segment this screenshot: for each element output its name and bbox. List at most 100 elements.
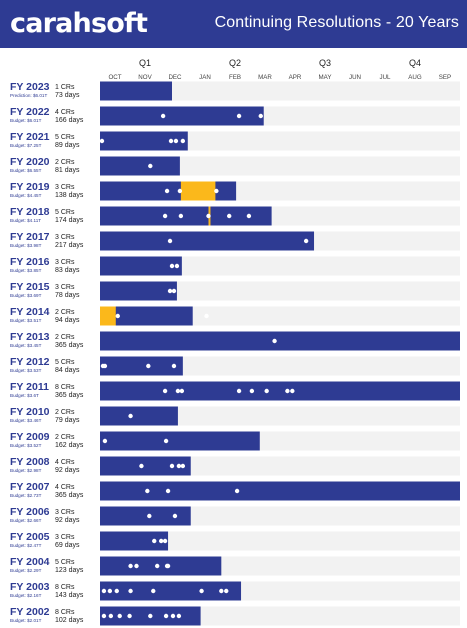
budget-label: Budget: $2.01T — [10, 618, 42, 623]
cr-dot — [174, 263, 180, 269]
cr-dot — [165, 563, 171, 569]
month-label: APR — [289, 74, 302, 81]
cr-bar — [100, 281, 177, 301]
budget-label: Budget: $3.69T — [10, 293, 42, 298]
cr-bar — [100, 256, 182, 276]
fiscal-year-label: FY 2010 — [10, 406, 50, 418]
cr-dot — [177, 188, 183, 194]
month-label: DEC — [168, 74, 182, 81]
cr-dot — [99, 138, 105, 144]
cr-dot — [171, 363, 177, 369]
cr-dot — [167, 238, 173, 244]
cr-count-label: 3 CRs — [55, 534, 75, 541]
cr-dot — [162, 388, 168, 394]
cr-dot — [102, 438, 108, 444]
cr-dot — [214, 188, 219, 194]
days-label: 217 days — [55, 242, 84, 249]
cr-dot — [249, 388, 255, 394]
cr-dot — [163, 438, 169, 444]
cr-bar — [100, 581, 242, 601]
cr-dot — [173, 138, 179, 144]
days-label: 162 days — [55, 442, 84, 449]
cr-dot — [170, 613, 176, 619]
cr-dot — [158, 538, 164, 544]
cr-dot — [164, 188, 170, 194]
cr-count-label: 4 CRs — [55, 109, 75, 116]
budget-label: Budget: $3.98T — [10, 243, 42, 248]
cr-bar — [100, 381, 460, 401]
cr-dot — [236, 113, 242, 119]
cr-dot — [163, 613, 169, 619]
budget-label: Budget: $2.47T — [10, 543, 42, 548]
cr-dot — [155, 563, 160, 569]
cr-dot — [162, 213, 168, 219]
cr-dot — [167, 288, 173, 294]
cr-count-label: 8 CRs — [55, 584, 75, 591]
cr-count-label: 2 CRs — [55, 409, 75, 416]
cr-dot — [101, 613, 107, 619]
cr-dot — [115, 313, 120, 319]
cr-dot — [160, 113, 166, 119]
cr-count-label: 2 CRs — [55, 309, 75, 316]
cr-bar — [100, 331, 460, 351]
budget-label: Budget: $3.6T — [10, 393, 39, 398]
cr-dot — [128, 588, 133, 594]
cr-bar — [100, 106, 264, 126]
budget-label: Budget: $4.11T — [10, 218, 41, 223]
cr-dot — [258, 113, 263, 119]
days-label: 365 days — [55, 342, 84, 349]
budget-label: Budget: $6.55T — [10, 168, 42, 173]
fiscal-year-label: FY 2019 — [10, 181, 50, 193]
row-track — [100, 406, 460, 426]
days-label: 166 days — [55, 117, 84, 124]
cr-chart: Q1 Q2 Q3 Q4 OCT NOV DEC JAN FEB MAR APR MAY JUN JUL AU… — [10, 58, 460, 626]
cr-dot — [175, 388, 181, 394]
fiscal-year-label: FY 2006 — [10, 506, 50, 518]
fiscal-year-label: FY 2014 — [10, 306, 50, 318]
fiscal-year-label: FY 2017 — [10, 231, 50, 243]
cr-count-label: 2 CRs — [55, 434, 75, 441]
cr-dot — [172, 513, 178, 519]
cr-dot — [234, 488, 240, 494]
cr-bar — [100, 481, 460, 501]
cr-dot — [148, 163, 153, 169]
cr-dot — [145, 488, 150, 494]
quarter-label: Q4 — [409, 58, 421, 68]
cr-count-label: 2 CRs — [55, 334, 75, 341]
cr-dot — [117, 613, 122, 619]
budget-label: Budget: $2.73T — [10, 493, 42, 498]
cr-dot — [219, 588, 224, 594]
budget-label: Budget: $3.52T — [10, 443, 42, 448]
cr-dot — [180, 463, 186, 469]
days-label: 84 days — [55, 367, 80, 374]
fiscal-year-label: FY 2004 — [10, 556, 50, 568]
cr-count-label: 5 CRs — [55, 134, 75, 141]
month-label: FEB — [229, 74, 241, 81]
cr-bar — [100, 406, 178, 426]
cr-dot — [165, 488, 171, 494]
fiscal-year-label: FY 2009 — [10, 431, 50, 443]
cr-dot — [206, 213, 211, 219]
cr-bar — [100, 431, 260, 451]
cr-dot — [176, 463, 182, 469]
days-label: 94 days — [55, 317, 80, 324]
quarter-label: Q2 — [229, 58, 241, 68]
month-label: JAN — [199, 74, 211, 81]
cr-count-label: 5 CRs — [55, 559, 75, 566]
days-label: 83 days — [55, 267, 80, 274]
cr-dot — [264, 388, 269, 394]
cr-dot — [128, 563, 133, 569]
month-label: SEP — [439, 74, 451, 81]
budget-label: Budget: $2.66T — [10, 518, 42, 523]
cr-dot — [168, 138, 174, 144]
cr-bar — [100, 556, 222, 576]
cr-count-label: 3 CRs — [55, 284, 75, 291]
cr-bar — [100, 456, 191, 476]
days-label: 81 days — [55, 167, 80, 174]
budget-label: Budget: $3.85T — [10, 268, 42, 273]
month-label: JUL — [379, 74, 391, 81]
cr-count-label: 4 CRs — [55, 484, 75, 491]
fiscal-year-label: FY 2005 — [10, 531, 50, 543]
cr-count-label: 1 CRs — [55, 84, 75, 91]
cr-dot — [139, 463, 144, 469]
